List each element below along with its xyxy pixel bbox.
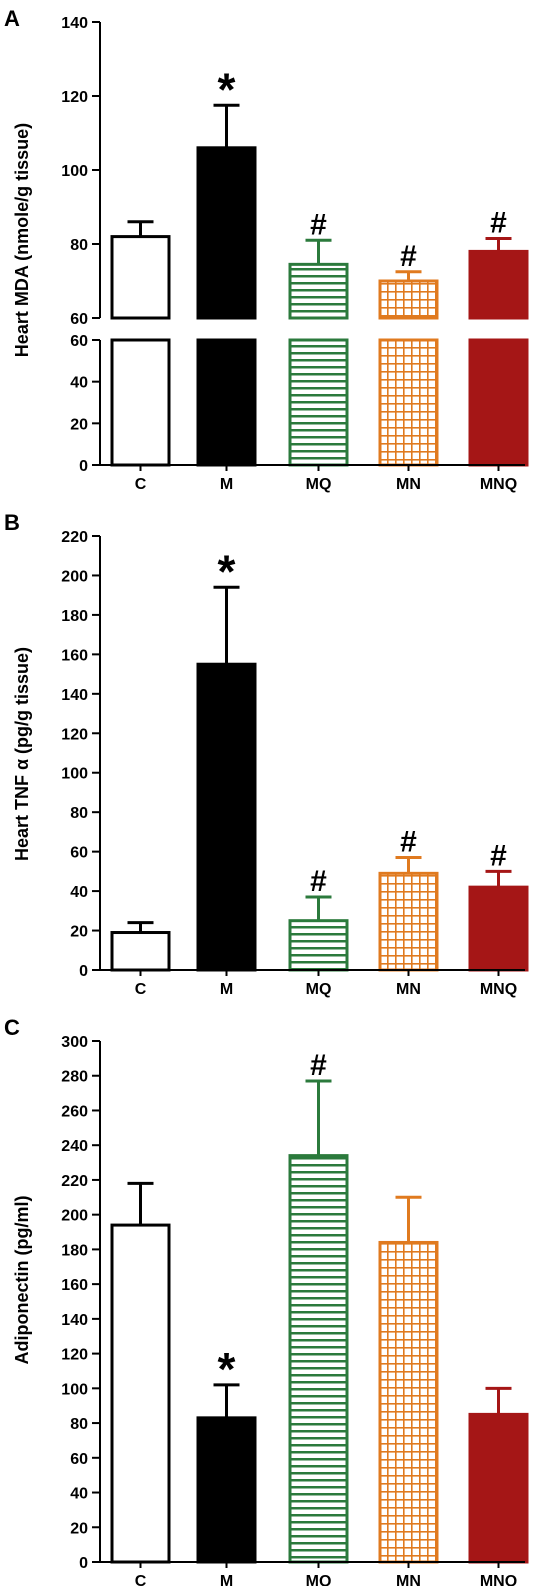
panel-a-x-label-MNQ: MNQ — [480, 476, 517, 493]
panel-b-bar-M — [196, 662, 257, 972]
panel-b-y-tick-label-20: 20 — [70, 924, 88, 941]
panel-b-y-tick-label-120: 120 — [61, 726, 88, 743]
panel-a-y-tick-label-upper-80: 80 — [70, 237, 88, 254]
panel-c-y-tick-label-280: 280 — [61, 1069, 88, 1086]
panel-b-y-tick-label-60: 60 — [70, 845, 88, 862]
panel-b-x-label-C: C — [135, 981, 147, 998]
panel-b-bar-MQ — [288, 919, 349, 972]
panel-a-x-label-C: C — [135, 476, 147, 493]
panel-c-y-tick-label-260: 260 — [61, 1103, 88, 1120]
panel-c-bar-MQ — [288, 1154, 349, 1564]
panel-b-y-tick-label-180: 180 — [61, 608, 88, 625]
panel-c-y-tick-label-220: 220 — [61, 1173, 88, 1190]
panel-a-bar-M-seg0 — [196, 146, 257, 320]
panel-b-y-tick-label-200: 200 — [61, 568, 88, 585]
panel-a-y-axis-label: Heart MDA (nmole/g tissue) — [12, 123, 32, 357]
panel-c-y-tick-label-200: 200 — [61, 1208, 88, 1225]
panel-c-plot: 0 20 40 60 80 100 120 140 160 180 200 220 240 260 280 3… — [61, 1034, 529, 1586]
panel-a-x-label-MN: MN — [396, 476, 421, 493]
panel-b-y-tick-label-140: 140 — [61, 687, 88, 704]
panel-b-x-label-M: M — [220, 981, 233, 998]
panel-c-y-tick-label-20: 20 — [70, 1520, 88, 1537]
panel-c-bar-MN — [378, 1240, 439, 1564]
panel-c-y-tick-label-100: 100 — [61, 1381, 88, 1398]
panel-a-bar-MNQ-seg1 — [468, 338, 529, 467]
panel-c-y-tick-label-0: 0 — [79, 1555, 88, 1572]
panel-c-bar-M — [196, 1416, 257, 1564]
panel-letter-b: B — [4, 510, 20, 535]
panel-letter-c: C — [4, 1015, 20, 1040]
panel-a-y-tick-label-lower-60: 60 — [70, 333, 88, 350]
panel-b-bar-C — [110, 931, 171, 972]
panel-a-y-tick-label-lower-40: 40 — [70, 375, 88, 392]
panel-a-plot: 60 80 100 120 140 0 20 40 60 * # # # C M MQ MN MNQ — [61, 15, 529, 493]
panel-a-y-tick-label-upper-120: 120 — [61, 89, 88, 106]
panel-a-bar-MQ-seg0 — [288, 262, 349, 320]
panel-b-plot: 0 20 40 60 80 100 120 140 160 180 200 220 * # # # C M MQ MN… — [61, 529, 529, 998]
panel-c-y-tick-label-160: 160 — [61, 1277, 88, 1294]
panel-c-bar-MNQ — [468, 1412, 529, 1564]
panel-b-y-tick-label-160: 160 — [61, 647, 88, 664]
panel-b-significance-hash-MNQ: # — [490, 839, 507, 872]
panel-a: A Heart MDA (nmole/g tissue) 60 80 100 120 1… — [4, 6, 529, 493]
panel-c-x-label-M: M — [220, 1573, 233, 1586]
panel-a-bar-MN-seg0 — [378, 279, 439, 320]
panel-c-y-tick-label-60: 60 — [70, 1451, 88, 1468]
panel-c-x-label-MN: MN — [396, 1573, 421, 1586]
panel-a-y-tick-label-lower-0: 0 — [79, 458, 88, 475]
panel-c-significance-hash-MQ: # — [310, 1049, 327, 1082]
panel-a-y-tick-label-upper-100: 100 — [61, 163, 88, 180]
panel-b-significance-hash-MQ: # — [310, 865, 327, 898]
panel-c-x-label-MQ: MQ — [306, 1573, 332, 1586]
panel-b-x-label-MN: MN — [396, 981, 421, 998]
panel-c: C Adiponectin (pg/ml) 0 20 40 60 80 100 120 140… — [4, 1015, 529, 1586]
panel-a-bar-MQ-seg1 — [288, 338, 349, 467]
panel-b-y-axis-label: Heart TNF α (pg/g tissue) — [12, 647, 32, 861]
panel-a-bar-M-seg1 — [196, 338, 257, 467]
panel-a-y-tick-label-upper-60: 60 — [70, 311, 88, 328]
panel-a-significance-hash-MQ: # — [310, 208, 327, 241]
panel-b-bar-MNQ — [468, 885, 529, 972]
panel-c-y-tick-label-300: 300 — [61, 1034, 88, 1051]
panel-letter-a: A — [4, 6, 20, 31]
panel-b-bar-MN — [378, 871, 439, 972]
panel-c-y-tick-label-80: 80 — [70, 1416, 88, 1433]
panel-a-y-tick-label-lower-20: 20 — [70, 416, 88, 433]
panel-a-x-label-M: M — [220, 476, 233, 493]
panel-c-y-tick-label-40: 40 — [70, 1486, 88, 1503]
panel-b-y-tick-label-100: 100 — [61, 766, 88, 783]
panel-b-y-tick-label-0: 0 — [79, 963, 88, 980]
panel-c-x-label-C: C — [135, 1573, 147, 1586]
panel-c-y-tick-label-180: 180 — [61, 1242, 88, 1259]
panel-c-y-axis-label: Adiponectin (pg/ml) — [12, 1196, 32, 1365]
panel-a-bar-MN-seg1 — [378, 338, 439, 467]
panel-b-significance-star-M: * — [218, 545, 236, 597]
panel-c-x-label-MNQ: MNQ — [480, 1573, 517, 1586]
panel-c-y-tick-label-240: 240 — [61, 1138, 88, 1155]
panel-c-y-tick-label-120: 120 — [61, 1347, 88, 1364]
panel-c-bar-C — [110, 1223, 171, 1564]
panel-a-bar-C-seg0 — [110, 235, 171, 320]
panel-a-x-label-MQ: MQ — [306, 476, 332, 493]
panel-a-bar-MNQ-seg0 — [468, 249, 529, 320]
panel-b-y-tick-label-220: 220 — [61, 529, 88, 546]
panel-b-y-tick-label-80: 80 — [70, 805, 88, 822]
panel-c-significance-star-M: * — [218, 1343, 236, 1395]
panel-a-significance-star-M: * — [218, 63, 236, 115]
panel-b-x-label-MQ: MQ — [306, 981, 332, 998]
panel-a-y-tick-label-upper-140: 140 — [61, 15, 88, 32]
panel-a-significance-hash-MN: # — [400, 240, 417, 273]
panel-c-y-tick-label-140: 140 — [61, 1312, 88, 1329]
panel-b-significance-hash-MN: # — [400, 826, 417, 859]
panel-b-y-tick-label-40: 40 — [70, 884, 88, 901]
panel-a-significance-hash-MNQ: # — [490, 206, 507, 239]
panel-b: B Heart TNF α (pg/g tissue) 0 20 40 60 80 100… — [4, 510, 529, 998]
panel-b-x-label-MNQ: MNQ — [480, 981, 517, 998]
panel-a-bar-C-seg1 — [110, 338, 171, 467]
